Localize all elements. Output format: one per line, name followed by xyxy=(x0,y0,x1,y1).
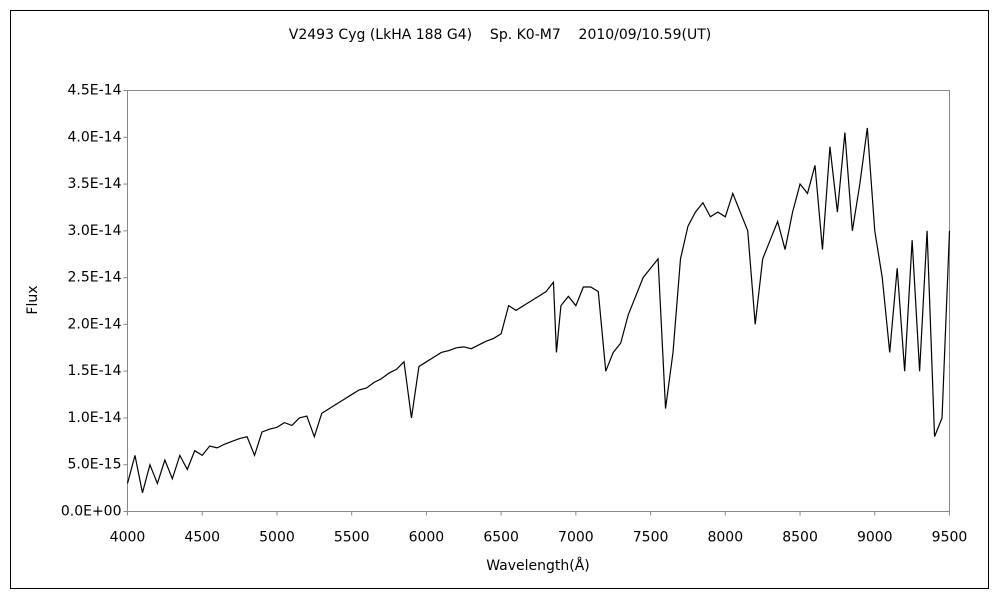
x-tick-label: 9500 xyxy=(932,530,968,546)
x-tick-label: 9000 xyxy=(857,530,893,546)
x-axis-label: Wavelength(Å) xyxy=(486,557,590,574)
x-tick-label: 4500 xyxy=(184,530,220,546)
y-tick-label: 5.0E-15 xyxy=(68,457,122,473)
x-tick-label: 8500 xyxy=(782,530,818,546)
y-tick-label: 2.0E-14 xyxy=(68,316,122,332)
y-tick-label: 3.0E-14 xyxy=(68,223,122,239)
x-tick-label: 7500 xyxy=(633,530,669,546)
x-tick-label: 8000 xyxy=(707,530,743,546)
chart-title: V2493 Cyg (LkHA 188 G4) Sp. K0-M7 2010/0… xyxy=(289,27,711,43)
x-tick-label: 7000 xyxy=(558,530,594,546)
x-tick-label: 4000 xyxy=(110,530,146,546)
y-tick-label: 3.5E-14 xyxy=(68,176,122,192)
spectrum-line xyxy=(126,127,951,493)
y-tick-label: 4.0E-14 xyxy=(68,129,122,145)
y-tick-label: 1.5E-14 xyxy=(68,363,122,379)
plot-area xyxy=(127,90,950,512)
y-tick-label: 0.0E+00 xyxy=(61,504,122,520)
y-axis-label: Flux xyxy=(25,285,41,314)
y-tick-label: 2.5E-14 xyxy=(68,270,122,286)
x-tick-label: 6500 xyxy=(483,530,519,546)
y-tick-label: 4.5E-14 xyxy=(68,83,122,99)
x-tick-label: 5500 xyxy=(334,530,370,546)
x-tick-label: 6000 xyxy=(409,530,445,546)
x-tick-label: 5000 xyxy=(259,530,295,546)
y-tick-label: 1.0E-14 xyxy=(68,410,122,426)
